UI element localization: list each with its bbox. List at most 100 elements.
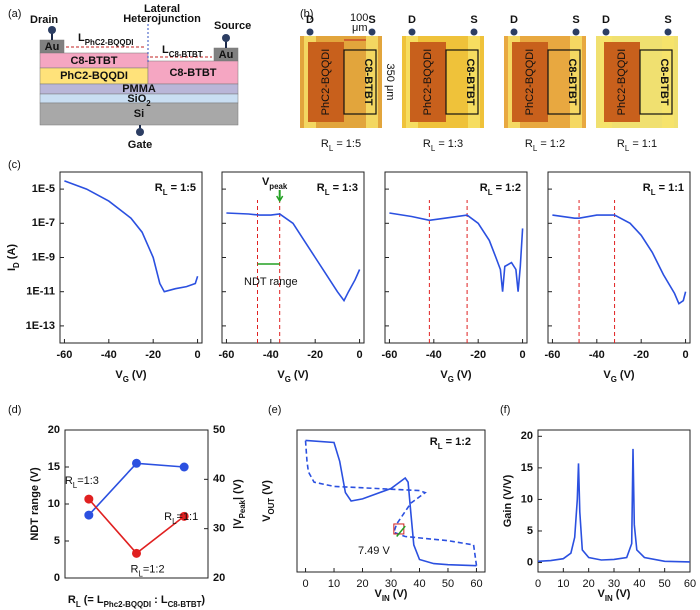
- subscript: L: [651, 188, 656, 197]
- plot-frame: [384, 171, 528, 344]
- text-part: ): [201, 594, 205, 606]
- label: Lateral: [144, 3, 180, 15]
- label: SiO2: [127, 93, 151, 108]
- subscript: IN: [605, 594, 613, 603]
- electrode: [366, 36, 378, 128]
- text-part: (A): [6, 244, 18, 263]
- text-part: I: [6, 268, 18, 271]
- annotation-arrow: [276, 195, 284, 203]
- label: LC8-BTBT: [162, 44, 203, 59]
- subscript: C8-BTBT: [169, 50, 203, 59]
- y2-tick-label: 20: [213, 572, 225, 584]
- text-part: = 1:5: [333, 138, 361, 150]
- subscript: L: [73, 481, 78, 490]
- subscript: IN: [382, 594, 390, 603]
- annotation: NDT range: [244, 276, 298, 288]
- pin-head: [510, 28, 518, 36]
- subscript: Peak: [238, 499, 247, 518]
- caption: RL = 1:1: [617, 138, 657, 153]
- pin-head: [664, 28, 672, 36]
- text-part: (V): [390, 588, 408, 600]
- electrode: [468, 36, 480, 128]
- text-part: | (V): [232, 479, 244, 500]
- point: [132, 458, 141, 468]
- text-part: = 1:5: [168, 182, 196, 194]
- text-part: =1:3: [77, 475, 99, 487]
- chart-title: RL = 1:2: [480, 182, 521, 197]
- label: D: [510, 14, 518, 26]
- x-tick-label: -40: [101, 349, 117, 361]
- subscript: OUT: [267, 498, 276, 515]
- text-part: R: [321, 138, 329, 150]
- label: PhC2-BQQDI: [60, 70, 128, 82]
- caption: RL = 1:5: [321, 138, 361, 153]
- subscript: L: [488, 188, 493, 197]
- subscript: G: [448, 375, 454, 384]
- text-part: V: [375, 588, 383, 600]
- text-part: V: [262, 176, 270, 188]
- text-part: R: [617, 138, 625, 150]
- film: [604, 42, 640, 122]
- point: [179, 511, 189, 521]
- y-tick-label: 15: [521, 462, 533, 474]
- scale-label: 350 μm: [384, 64, 396, 101]
- pin-head: [602, 28, 610, 36]
- subscript: C8-BTBT: [168, 600, 202, 609]
- x-axis-label: VG (V): [603, 369, 635, 384]
- series-line: [88, 498, 185, 555]
- point: [84, 494, 94, 504]
- text-part: = 1:2: [493, 182, 521, 194]
- subscript: L: [438, 442, 443, 451]
- chart-title: RL = 1:5: [155, 182, 196, 197]
- text-part: V: [115, 369, 123, 381]
- subscript: PhC2-BQQDI: [85, 38, 134, 47]
- text-part: V: [603, 369, 611, 381]
- text-part: R: [65, 475, 73, 487]
- x-tick-label: -60: [381, 349, 397, 361]
- film: [308, 42, 344, 122]
- film: [547, 49, 581, 115]
- y-tick-label: 10: [48, 498, 60, 510]
- y-axis-label: Gain (V/V): [502, 474, 514, 527]
- x-tick-label: 0: [302, 578, 308, 590]
- text-part: R: [525, 138, 533, 150]
- subscript: peak: [269, 182, 288, 191]
- text-part: (V): [291, 369, 309, 381]
- y-tick-label: 0: [527, 556, 533, 568]
- x-tick-label: 60: [470, 578, 482, 590]
- plot-frame: [296, 429, 486, 573]
- text-part: R: [317, 182, 325, 194]
- text-part: (V): [613, 588, 631, 600]
- panel-label: (a): [8, 8, 21, 20]
- text-part: =1:2: [143, 563, 165, 575]
- x-axis-label: RL (= LPhc2-BQQDI : LC8-BTBT): [68, 594, 206, 609]
- panel-label: (e): [268, 404, 281, 416]
- text-part: V: [277, 369, 285, 381]
- series-line: [64, 180, 199, 293]
- pin-head: [408, 28, 416, 36]
- text-part: V: [598, 588, 606, 600]
- text-part: L: [78, 32, 85, 44]
- x-tick-label: 0: [357, 349, 363, 361]
- x-axis-label: VIN (V): [598, 588, 631, 603]
- x-tick-label: -40: [589, 349, 605, 361]
- y-tick-label: 20: [521, 430, 533, 442]
- text-part: = 1:1: [656, 182, 684, 194]
- y-tick-label: 1E-13: [26, 320, 55, 332]
- text-part: (V): [617, 369, 635, 381]
- x-tick-label: -60: [544, 349, 560, 361]
- text-part: 100: [350, 12, 368, 24]
- text-part: R: [155, 182, 163, 194]
- series-line: [88, 462, 185, 516]
- text-part: V: [440, 369, 448, 381]
- x-tick-label: -20: [307, 349, 323, 361]
- material-label: PhC2-BQQDI: [524, 49, 536, 116]
- label: S: [664, 14, 671, 26]
- text-part: =1:1: [177, 511, 199, 523]
- text-part: : L: [151, 594, 168, 606]
- text-part: (V): [261, 480, 273, 498]
- caption: RL = 1:3: [423, 138, 463, 153]
- text-part: = 1:3: [435, 138, 463, 150]
- x-tick-label: -20: [145, 349, 161, 361]
